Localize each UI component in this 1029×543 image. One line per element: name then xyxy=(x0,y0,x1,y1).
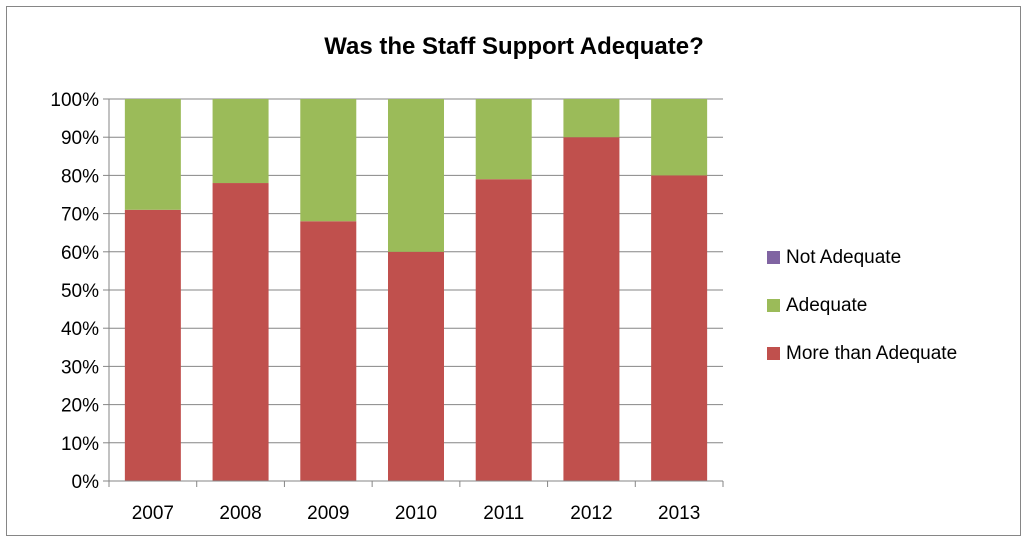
legend-label: More than Adequate xyxy=(786,343,957,364)
x-tick-label: 2012 xyxy=(570,503,612,524)
x-tick-label: 2010 xyxy=(395,503,437,524)
y-tick-label: 100% xyxy=(50,90,99,111)
bar-segment xyxy=(300,221,357,482)
bar-segment xyxy=(651,175,708,481)
axes: 0% 10% 20% 30% 40% 50% 60% 70% 80% 90% 100% 2007 200… xyxy=(50,90,724,524)
y-tick-label: 80% xyxy=(61,166,99,187)
y-tick-label: 60% xyxy=(61,243,99,264)
legend-label: Not Adequate xyxy=(786,247,901,268)
bar-segment xyxy=(124,99,181,210)
x-tick-label: 2009 xyxy=(307,503,349,524)
y-tick-label: 20% xyxy=(61,396,99,417)
bar-segment xyxy=(475,179,532,481)
bar-segment xyxy=(388,99,444,252)
y-tick-label: 30% xyxy=(61,357,99,378)
bar-segment xyxy=(300,99,357,222)
legend-swatch xyxy=(767,347,780,360)
y-tick-label: 50% xyxy=(61,281,99,302)
legend-swatch xyxy=(767,251,780,264)
legend-swatch xyxy=(767,299,780,312)
bar-segment xyxy=(388,251,444,481)
y-tick-label: 90% xyxy=(61,128,99,149)
x-tick-label: 2013 xyxy=(658,503,700,524)
y-tick-label: 0% xyxy=(72,472,100,493)
y-tick-label: 70% xyxy=(61,205,99,226)
bar-segment xyxy=(651,99,708,176)
y-tick-label: 40% xyxy=(61,319,99,340)
bar-segment xyxy=(475,99,532,180)
bar-segment xyxy=(124,209,181,481)
legend-label: Adequate xyxy=(786,295,867,316)
chart-title: Was the Staff Support Adequate? xyxy=(324,33,704,60)
x-tick-label: 2008 xyxy=(219,503,261,524)
bar-segment xyxy=(563,137,620,481)
bar-segment xyxy=(563,99,620,138)
bars xyxy=(124,99,708,482)
x-tick-label: 2007 xyxy=(132,503,174,524)
bar-segment xyxy=(212,99,269,184)
x-tick-label: 2011 xyxy=(483,503,524,524)
bar-segment xyxy=(212,183,269,482)
y-tick-label: 10% xyxy=(61,434,99,455)
legend: Not Adequate Adequate More than Adequate xyxy=(767,247,957,364)
